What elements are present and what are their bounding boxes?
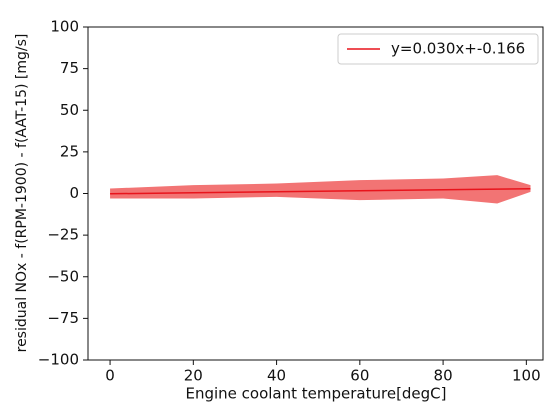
- y-tick-label: −75: [47, 309, 79, 327]
- y-tick-label: 0: [69, 184, 79, 202]
- y-tick-label: −50: [47, 267, 79, 285]
- x-tick-label: 60: [350, 367, 369, 385]
- x-tick-label: 100: [512, 367, 541, 385]
- y-tick-label: −25: [47, 226, 79, 244]
- x-tick-label: 80: [434, 367, 453, 385]
- y-tick-label: −100: [38, 351, 79, 369]
- legend-box: [337, 33, 539, 65]
- x-tick-label: 40: [267, 367, 286, 385]
- x-tick-label: 20: [184, 367, 203, 385]
- y-tick-label: 25: [60, 142, 79, 160]
- plot-frame: [87, 26, 544, 361]
- y-tick-label: 100: [50, 18, 79, 36]
- legend-label: y=0.030x+-0.166: [391, 40, 525, 58]
- y-tick-label: 50: [60, 101, 79, 119]
- x-tick-label: 0: [105, 367, 115, 385]
- y-axis-label: residual NOx - f(RPM-1900) - f(AAT-15) […: [14, 34, 30, 353]
- fit-line: [110, 187, 531, 195]
- confidence-band: [110, 175, 531, 204]
- y-tick-label: 75: [60, 59, 79, 77]
- x-axis-label: Engine coolant temperature[degC]: [185, 385, 446, 403]
